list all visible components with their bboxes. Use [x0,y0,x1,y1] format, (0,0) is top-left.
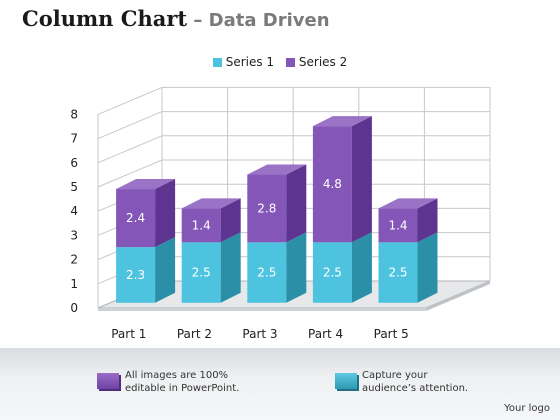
bar-series2-3-front [247,174,287,243]
bar-series1-5-side [417,232,438,303]
y-tick-label-5: 5 [70,180,78,194]
legend-item-series1: Series 1 [212,55,275,69]
data-label-series2-2: 1.4 [192,218,211,232]
x-tick-label-3: Part 3 [242,327,277,341]
bar-series2-4-side [351,116,372,243]
footer-note-1: All images are 100% editable in PowerPoi… [125,370,240,394]
y-tick-label-7: 7 [70,132,78,146]
legend-item-series2: Series 2 [285,55,348,69]
data-label-series1-5: 2.5 [388,266,407,280]
y-tick-label-1: 1 [70,277,78,291]
data-label-series2-3: 2.8 [257,201,276,215]
data-label-series2-1: 2.4 [126,211,145,225]
x-tick-label-5: Part 5 [374,327,409,341]
bar-series2-1-top [116,179,176,190]
bar-series1-1-front [116,247,156,303]
bar-series2-1-side [155,179,176,248]
y-tick-label-2: 2 [70,253,78,267]
bar-series2-4-front [312,126,352,243]
bar-series1-3-side [286,232,307,303]
title-separator: – [187,10,209,31]
y-tick-label-4: 4 [70,204,78,218]
footer-band [0,348,560,420]
bar-series1-1-side [155,237,176,303]
bar-series1-2-side [220,232,241,303]
side-gridline-5 [97,159,163,188]
footer-note-2: Capture your audience’s attention. [362,370,469,394]
legend-label-series2: Series 2 [298,55,348,69]
bar-series2-5-side [417,198,438,243]
side-gridline-6 [97,135,163,164]
data-label-series1-3: 2.5 [257,266,276,280]
y-tick-label-3: 3 [70,228,78,242]
x-tick-label-2: Part 2 [177,327,212,341]
bar-series1-4-front [312,242,352,303]
bar-series2-2-top [181,198,241,209]
data-label-series1-2: 2.5 [192,266,211,280]
side-gridline-7 [97,111,163,140]
bar-series1-3-front [247,242,287,303]
legend-swatch-series2 [285,58,295,67]
bar-series1-4-side [351,232,372,303]
legend: Series 1 Series 2 [0,55,560,69]
floor-front-edge [98,308,426,311]
title-main: Column Chart [22,6,188,31]
y-tick-label-6: 6 [70,156,78,170]
y-tick-label-0: 0 [70,301,78,315]
x-tick-label-4: Part 4 [308,327,343,341]
floor-side-edge [426,281,490,311]
bar-series1-2-front [181,242,221,303]
bar-series2-5-front [378,208,418,243]
logo-placeholder: Your logo [504,403,550,414]
chart-title: Column Chart – Data Driven [22,6,330,31]
data-label-series2-4: 4.8 [323,177,342,191]
bar-series2-4-top [312,116,372,127]
legend-swatch-series1 [212,58,222,67]
bar-series2-3-side [286,164,307,243]
blue-cube-icon [335,373,357,389]
bar-series1-5-front [378,242,418,303]
purple-cube-icon [97,373,119,389]
side-gridline-8 [97,86,163,115]
data-label-series1-4: 2.5 [323,266,342,280]
legend-label-series1: Series 1 [225,55,275,69]
bar-series2-2-front [181,208,221,243]
bar-series2-5-top [378,198,438,209]
bar-series2-1-front [116,189,156,248]
bar-series2-2-side [220,198,241,243]
data-label-series1-1: 2.3 [126,268,145,282]
y-tick-label-8: 8 [70,107,78,121]
data-label-series2-5: 1.4 [388,218,407,232]
bar-series2-3-top [247,164,307,175]
x-tick-label-1: Part 1 [111,327,146,341]
title-sub: Data Driven [208,10,330,31]
